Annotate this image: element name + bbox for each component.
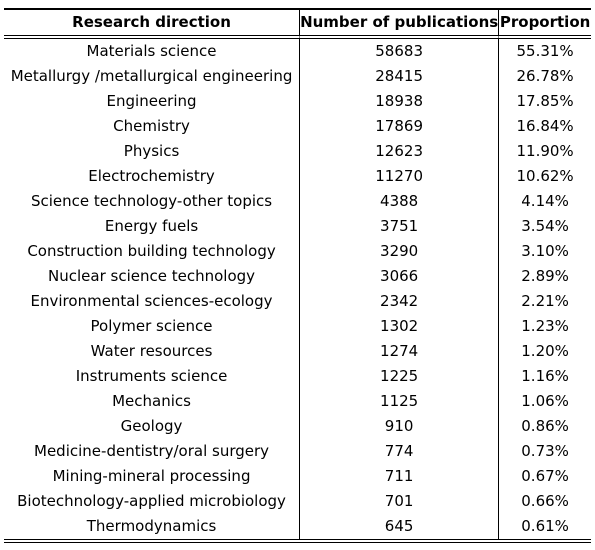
proportion-cell: 0.86% [498, 414, 591, 439]
publications-count-cell: 3066 [299, 264, 498, 289]
publications-count-cell: 58683 [299, 39, 498, 64]
research-direction-cell: Electrochemistry [88, 167, 215, 185]
proportion-cell: 3.10% [498, 239, 591, 264]
proportion-cell: 55.31% [498, 39, 591, 64]
table-row: Materials science 58683 55.31% [4, 39, 591, 64]
proportion-cell: 0.66% [498, 489, 591, 514]
publications-count-cell: 3751 [299, 214, 498, 239]
publications-count-cell: 3290 [299, 239, 498, 264]
proportion-cell: 1.16% [498, 364, 591, 389]
publications-count-cell: 17869 [299, 114, 498, 139]
proportion-cell: 16.84% [498, 114, 591, 139]
proportion-cell: 3.54% [498, 214, 591, 239]
publications-count-cell: 711 [299, 464, 498, 489]
table-header: Research direction Number of publication… [4, 10, 591, 39]
publications-count-cell: 28415 [299, 64, 498, 89]
research-direction-cell: Engineering [106, 92, 197, 110]
table-row: Medicine-dentistry/oral surgery 774 0.73% [4, 439, 591, 464]
proportion-cell: 1.20% [498, 339, 591, 364]
research-direction-cell: Polymer science [90, 317, 213, 335]
proportion-cell: 1.06% [498, 389, 591, 414]
research-direction-cell: Metallurgy /metallurgical engineering [10, 67, 293, 85]
proportion-cell: 0.67% [498, 464, 591, 489]
table-row: Instruments science 1225 1.16% [4, 364, 591, 389]
research-direction-cell: Thermodynamics [86, 517, 217, 535]
publications-count-cell: 1225 [299, 364, 498, 389]
publications-count-cell: 12623 [299, 139, 498, 164]
research-direction-cell: Geology [120, 417, 183, 435]
table-row: Energy fuels 3751 3.54% [4, 214, 591, 239]
table-row: Mining-mineral processing 711 0.67% [4, 464, 591, 489]
research-direction-cell: Materials science [86, 42, 217, 60]
publications-count-cell: 11270 [299, 164, 498, 189]
research-direction-table: Research direction Number of publication… [4, 8, 591, 543]
research-direction-cell: Biotechnology-applied microbiology [17, 492, 286, 510]
research-direction-cell: Science technology-other topics [30, 192, 273, 210]
header-research-direction: Research direction [4, 10, 300, 39]
table-row: Construction building technology 3290 3.10… [4, 239, 591, 264]
table-row: Electrochemistry 11270 10.62% [4, 164, 591, 189]
publications-count-cell: 701 [299, 489, 498, 514]
publications-count-cell: 4388 [299, 189, 498, 214]
publications-count-cell: 774 [299, 439, 498, 464]
proportion-cell: 2.89% [498, 264, 591, 289]
research-direction-cell: Environmental sciences-ecology [30, 292, 273, 310]
table-row: Water resources 1274 1.20% [4, 339, 591, 364]
publications-count-cell: 645 [299, 514, 498, 539]
header-row: Research direction Number of publication… [4, 10, 591, 39]
publications-count-cell: 2342 [299, 289, 498, 314]
research-direction-cell: Construction building technology [27, 242, 276, 260]
table-row: Polymer science 1302 1.23% [4, 314, 591, 339]
research-direction-cell: Medicine-dentistry/oral surgery [34, 442, 270, 460]
proportion-cell: 2.21% [498, 289, 591, 314]
research-direction-cell: Nuclear science technology [48, 267, 256, 285]
header-proportion: Proportion [498, 10, 591, 39]
publications-count-cell: 18938 [299, 89, 498, 114]
table-body: Materials science 58683 55.31% Metallurgy /… [4, 39, 591, 539]
table-row: Biotechnology-applied microbiology 701 0.6… [4, 489, 591, 514]
table-row: Thermodynamics 645 0.61% [4, 514, 591, 539]
proportion-cell: 10.62% [498, 164, 591, 189]
proportion-cell: 0.73% [498, 439, 591, 464]
publications-count-cell: 1302 [299, 314, 498, 339]
research-direction-cell: Instruments science [75, 367, 228, 385]
table-row: Science technology-other topics 4388 4.14% [4, 189, 591, 214]
table-row: Mechanics 1125 1.06% [4, 389, 591, 414]
table-row: Chemistry 17869 16.84% [4, 114, 591, 139]
table-row: Environmental sciences-ecology 2342 2.21% [4, 289, 591, 314]
table-row: Physics 12623 11.90% [4, 139, 591, 164]
table-row: Engineering 18938 17.85% [4, 89, 591, 114]
table-row: Nuclear science technology 3066 2.89% [4, 264, 591, 289]
table-row: Geology 910 0.86% [4, 414, 591, 439]
header-number-of-publications: Number of publications [299, 10, 499, 39]
proportion-cell: 1.23% [498, 314, 591, 339]
research-direction-cell: Energy fuels [104, 217, 199, 235]
research-direction-cell: Water resources [90, 342, 213, 360]
proportion-cell: 26.78% [498, 64, 591, 89]
publications-count-cell: 1125 [299, 389, 498, 414]
research-direction-cell: Mechanics [112, 392, 191, 410]
proportion-cell: 0.61% [498, 514, 591, 539]
publications-count-cell: 910 [299, 414, 498, 439]
table-row: Metallurgy /metallurgical engineering 284… [4, 64, 591, 89]
proportion-cell: 4.14% [498, 189, 591, 214]
research-direction-cell: Mining-mineral processing [52, 467, 251, 485]
proportion-cell: 11.90% [498, 139, 591, 164]
research-direction-cell: Physics [123, 142, 180, 160]
publications-count-cell: 1274 [299, 339, 498, 364]
research-direction-cell: Chemistry [113, 117, 190, 135]
proportion-cell: 17.85% [498, 89, 591, 114]
